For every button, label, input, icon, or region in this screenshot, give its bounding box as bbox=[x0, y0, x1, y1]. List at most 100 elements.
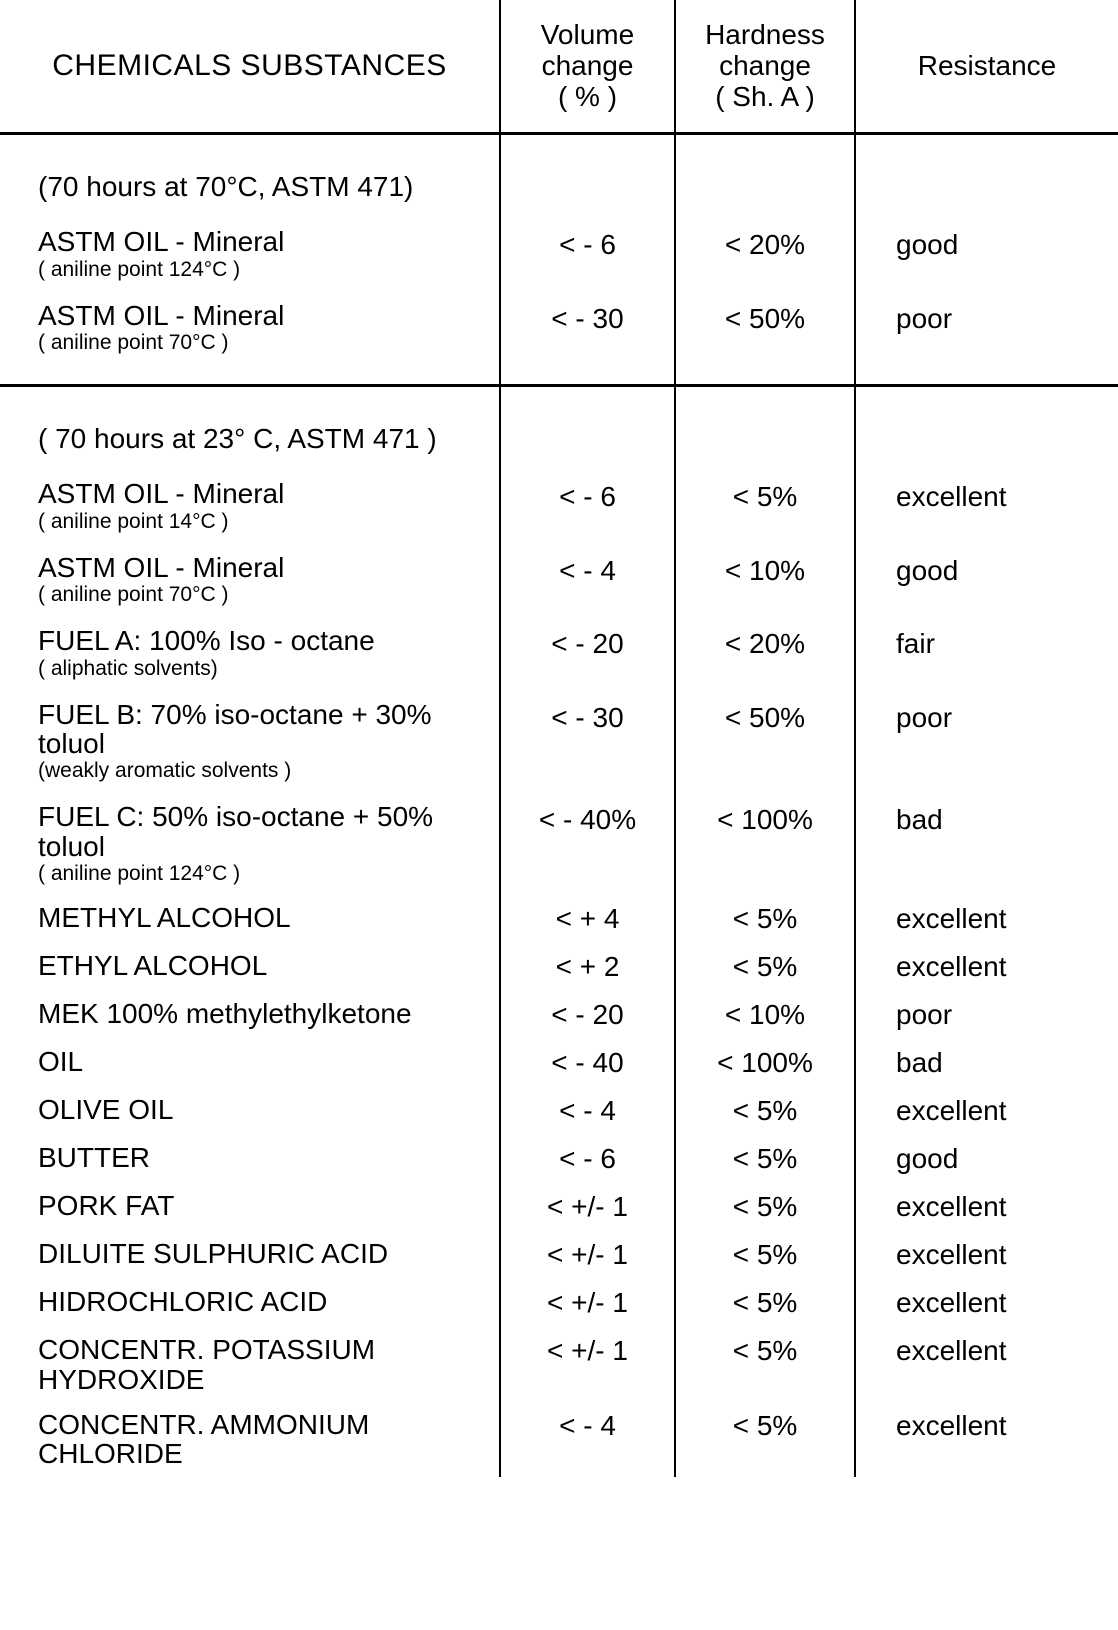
table-row: ETHYL ALCOHOL < + 2 < 5% excellent bbox=[0, 943, 1118, 991]
hard-val: < 5% bbox=[675, 895, 855, 943]
vol-val: < - 4 bbox=[500, 543, 675, 616]
table-row: FUEL A: 100% Iso - octane( aliphatic sol… bbox=[0, 616, 1118, 689]
res-val: good bbox=[855, 217, 1118, 290]
table-row: ASTM OIL - Mineral( aniline point 70°C )… bbox=[0, 543, 1118, 616]
res-val: excellent bbox=[855, 1327, 1118, 1402]
table-row: CONCENTR. AMMONIUM CHLORIDE < - 4 < 5% e… bbox=[0, 1402, 1118, 1477]
col-header-volume: Volume change ( % ) bbox=[500, 0, 675, 132]
hard-val: < 10% bbox=[675, 543, 855, 616]
table-row: HIDROCHLORIC ACID < +/- 1 < 5% excellent bbox=[0, 1279, 1118, 1327]
hard-val: < 100% bbox=[675, 792, 855, 895]
table-row: METHYL ALCOHOL < + 4 < 5% excellent bbox=[0, 895, 1118, 943]
chem-sub: (weakly aromatic solvents ) bbox=[38, 760, 498, 782]
chem-main: ASTM OIL - Mineral bbox=[38, 226, 284, 257]
hard-val: < 5% bbox=[675, 1135, 855, 1183]
table-row: OIL < - 40 < 100% bad bbox=[0, 1039, 1118, 1087]
vol-val: < + 4 bbox=[500, 895, 675, 943]
table-row: PORK FAT < +/- 1 < 5% excellent bbox=[0, 1183, 1118, 1231]
table-row: ASTM OIL - Mineral ( aniline point 70°C … bbox=[0, 291, 1118, 364]
res-val: bad bbox=[855, 792, 1118, 895]
hard-val: < 20% bbox=[675, 217, 855, 290]
col-header-chemicals: CHEMICALS SUBSTANCES bbox=[0, 0, 500, 132]
chem-main: DILUITE SULPHURIC ACID bbox=[38, 1238, 388, 1269]
chem-main: CONCENTR. AMMONIUM CHLORIDE bbox=[38, 1409, 369, 1469]
chem-main: MEK 100% methylethylketone bbox=[38, 998, 412, 1029]
spacer bbox=[0, 364, 1118, 384]
vol-val: < - 6 bbox=[500, 217, 675, 290]
res-val: poor bbox=[855, 291, 1118, 364]
res-val: excellent bbox=[855, 943, 1118, 991]
chem-main: OLIVE OIL bbox=[38, 1094, 173, 1125]
section-0-label-row: (70 hours at 70°C, ASTM 471) bbox=[0, 134, 1118, 218]
table-row: OLIVE OIL < - 4 < 5% excellent bbox=[0, 1087, 1118, 1135]
table-row: CONCENTR. POTASSIUM HYDROXIDE < +/- 1 < … bbox=[0, 1327, 1118, 1402]
vol-val: < +/- 1 bbox=[500, 1327, 675, 1402]
res-val: fair bbox=[855, 616, 1118, 689]
chem-main: HIDROCHLORIC ACID bbox=[38, 1286, 327, 1317]
table-row: BUTTER < - 6 < 5% good bbox=[0, 1135, 1118, 1183]
vol-val: < - 4 bbox=[500, 1087, 675, 1135]
chem-main: ASTM OIL - Mineral bbox=[38, 300, 284, 331]
hard-val: < 5% bbox=[675, 1183, 855, 1231]
chem-name: ASTM OIL - Mineral ( aniline point 124°C… bbox=[0, 217, 500, 290]
vol-val: < - 4 bbox=[500, 1402, 675, 1477]
chem-sub: ( aniline point 124°C ) bbox=[38, 863, 498, 885]
table-row: MEK 100% methylethylketone < - 20 < 10% … bbox=[0, 991, 1118, 1039]
res-val: excellent bbox=[855, 469, 1118, 542]
hard-val: < 50% bbox=[675, 690, 855, 793]
vol-val: < +/- 1 bbox=[500, 1231, 675, 1279]
vol-val: < + 2 bbox=[500, 943, 675, 991]
vol-val: < - 20 bbox=[500, 616, 675, 689]
res-val: bad bbox=[855, 1039, 1118, 1087]
chem-main: BUTTER bbox=[38, 1142, 150, 1173]
chem-sub: ( aliphatic solvents) bbox=[38, 658, 498, 680]
vol-val: < - 40 bbox=[500, 1039, 675, 1087]
vol-val: < +/- 1 bbox=[500, 1183, 675, 1231]
table-header-row: CHEMICALS SUBSTANCES Volume change ( % )… bbox=[0, 0, 1118, 132]
col-header-hardness-l2: change bbox=[719, 50, 811, 81]
col-header-hardness-l1: Hardness bbox=[705, 19, 825, 50]
section-1-label-row: ( 70 hours at 23° C, ASTM 471 ) bbox=[0, 386, 1118, 470]
vol-val: < - 20 bbox=[500, 991, 675, 1039]
vol-val: < - 6 bbox=[500, 469, 675, 542]
chem-main: FUEL C: 50% iso-octane + 50% toluol bbox=[38, 801, 433, 861]
hard-val: < 5% bbox=[675, 943, 855, 991]
chem-main: FUEL B: 70% iso-octane + 30% toluol bbox=[38, 699, 432, 759]
col-header-volume-l3: ( % ) bbox=[558, 81, 617, 112]
chem-main: METHYL ALCOHOL bbox=[38, 902, 291, 933]
table-row: ASTM OIL - Mineral ( aniline point 124°C… bbox=[0, 217, 1118, 290]
hard-val: < 5% bbox=[675, 1402, 855, 1477]
res-val: poor bbox=[855, 690, 1118, 793]
hard-val: < 5% bbox=[675, 1231, 855, 1279]
col-header-hardness-l3: ( Sh. A ) bbox=[715, 81, 815, 112]
chem-sub: ( aniline point 124°C ) bbox=[38, 259, 498, 281]
table-row: FUEL B: 70% iso-octane + 30% toluol(weak… bbox=[0, 690, 1118, 793]
chemical-resistance-table: CHEMICALS SUBSTANCES Volume change ( % )… bbox=[0, 0, 1118, 1477]
res-val: excellent bbox=[855, 895, 1118, 943]
col-header-hardness: Hardness change ( Sh. A ) bbox=[675, 0, 855, 132]
vol-val: < - 30 bbox=[500, 690, 675, 793]
hard-val: < 5% bbox=[675, 469, 855, 542]
vol-val: < - 30 bbox=[500, 291, 675, 364]
vol-val: < +/- 1 bbox=[500, 1279, 675, 1327]
vol-val: < - 40% bbox=[500, 792, 675, 895]
chem-main: PORK FAT bbox=[38, 1190, 174, 1221]
hard-val: < 10% bbox=[675, 991, 855, 1039]
table-row: FUEL C: 50% iso-octane + 50% toluol( ani… bbox=[0, 792, 1118, 895]
hard-val: < 100% bbox=[675, 1039, 855, 1087]
col-header-resistance: Resistance bbox=[855, 0, 1118, 132]
table-row: ASTM OIL - Mineral( aniline point 14°C )… bbox=[0, 469, 1118, 542]
chem-main: CONCENTR. POTASSIUM HYDROXIDE bbox=[38, 1334, 375, 1394]
res-val: good bbox=[855, 543, 1118, 616]
chem-main: ETHYL ALCOHOL bbox=[38, 950, 267, 981]
hard-val: < 5% bbox=[675, 1087, 855, 1135]
chem-sub: ( aniline point 70°C ) bbox=[38, 584, 498, 606]
col-header-volume-l1: Volume bbox=[541, 19, 634, 50]
section-0-label: (70 hours at 70°C, ASTM 471) bbox=[0, 134, 500, 218]
table-row: DILUITE SULPHURIC ACID < +/- 1 < 5% exce… bbox=[0, 1231, 1118, 1279]
chem-sub: ( aniline point 70°C ) bbox=[38, 332, 498, 354]
chem-sub: ( aniline point 14°C ) bbox=[38, 511, 498, 533]
res-val: excellent bbox=[855, 1087, 1118, 1135]
res-val: excellent bbox=[855, 1183, 1118, 1231]
col-header-volume-l2: change bbox=[542, 50, 634, 81]
